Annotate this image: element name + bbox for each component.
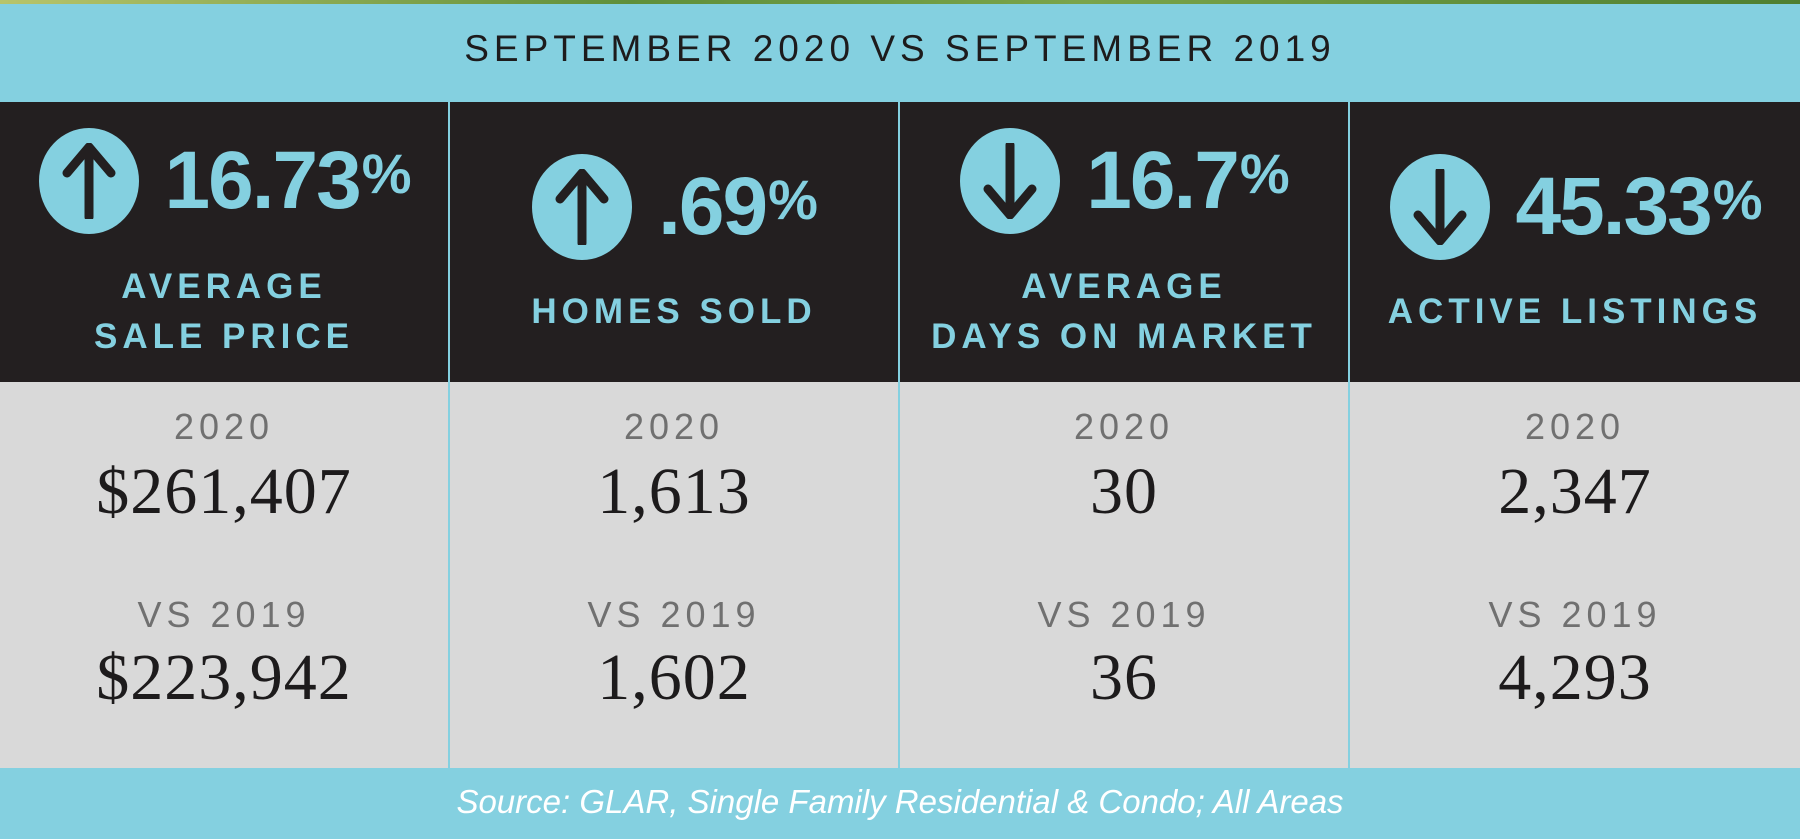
- percent-change: 16.73%: [164, 135, 412, 226]
- page-title: SEPTEMBER 2020 VS SEPTEMBER 2019: [464, 28, 1336, 69]
- current-year-label: 2020: [1073, 406, 1175, 447]
- percent-change: 16.7%: [1086, 135, 1289, 226]
- stat-label-line1: AVERAGE: [1021, 267, 1227, 306]
- stat-label-line1: ACTIVE LISTINGS: [1387, 292, 1763, 331]
- current-value: 2,347: [1498, 455, 1652, 528]
- change-row: 16.73%: [0, 128, 448, 234]
- previous-value: $223,942: [96, 641, 352, 714]
- stat-label-line2: SALE PRICE: [93, 317, 355, 356]
- change-row: 45.33%: [1350, 154, 1800, 260]
- percent-change: 45.33%: [1515, 161, 1763, 252]
- previous-value: 36: [1090, 641, 1158, 714]
- previous-year-label: VS 2019: [587, 594, 761, 635]
- stat-values-panel: 2020 1,613 VS 2019 1,602: [450, 382, 898, 768]
- footer-bar: Source: GLAR, Single Family Residential …: [0, 768, 1800, 839]
- source-note: Source: GLAR, Single Family Residential …: [456, 782, 1344, 820]
- stat-values-panel: 2020 30 VS 2019 36: [900, 382, 1348, 768]
- stat-label-line1: HOMES SOLD: [531, 292, 817, 331]
- stat-header-panel: 16.7% AVERAGE DAYS ON MARKET: [900, 102, 1348, 382]
- arrow-down-icon: [960, 128, 1061, 234]
- arrow-up-icon: [532, 154, 633, 260]
- current-value: 30: [1090, 455, 1158, 528]
- arrow-down-icon: [1389, 154, 1490, 260]
- stat-header-panel: .69% HOMES SOLD: [450, 102, 898, 382]
- arrow-up-icon: [38, 128, 139, 234]
- current-year-label: 2020: [173, 406, 275, 447]
- stat-column-average-sale-price: 16.73% AVERAGE SALE PRICE 2020 $261,407 …: [0, 102, 450, 768]
- change-row: .69%: [450, 154, 898, 260]
- previous-year-label: VS 2019: [1037, 594, 1211, 635]
- stat-column-days-on-market: 16.7% AVERAGE DAYS ON MARKET 2020 30 VS …: [900, 102, 1350, 768]
- current-year-label: 2020: [623, 406, 725, 447]
- previous-year-label: VS 2019: [1488, 594, 1662, 635]
- header-bar: SEPTEMBER 2020 VS SEPTEMBER 2019: [0, 4, 1800, 102]
- current-value: 1,613: [597, 455, 751, 528]
- stat-values-panel: 2020 $261,407 VS 2019 $223,942: [0, 382, 448, 768]
- stat-header-panel: 16.73% AVERAGE SALE PRICE: [0, 102, 448, 382]
- stats-grid: 16.73% AVERAGE SALE PRICE 2020 $261,407 …: [0, 102, 1800, 768]
- stat-header-panel: 45.33% ACTIVE LISTINGS: [1350, 102, 1800, 382]
- change-row: 16.7%: [900, 128, 1348, 234]
- current-value: $261,407: [96, 455, 352, 528]
- stat-column-active-listings: 45.33% ACTIVE LISTINGS 2020 2,347 VS 201…: [1350, 102, 1800, 768]
- top-image-strip: [0, 0, 1800, 4]
- current-year-label: 2020: [1524, 406, 1626, 447]
- stat-label-line1: AVERAGE: [121, 267, 327, 306]
- previous-year-label: VS 2019: [137, 594, 311, 635]
- stat-values-panel: 2020 2,347 VS 2019 4,293: [1350, 382, 1800, 768]
- stat-column-homes-sold: .69% HOMES SOLD 2020 1,613 VS 2019 1,602: [450, 102, 900, 768]
- stat-label-line2: DAYS ON MARKET: [931, 317, 1317, 356]
- previous-value: 4,293: [1498, 641, 1652, 714]
- previous-value: 1,602: [597, 641, 751, 714]
- percent-change: .69%: [658, 161, 818, 252]
